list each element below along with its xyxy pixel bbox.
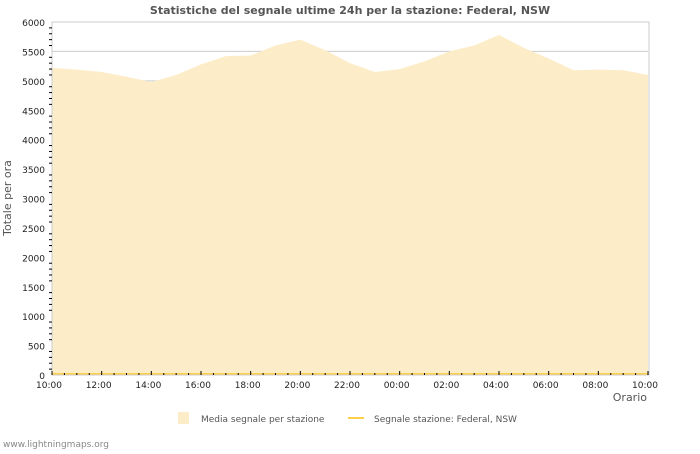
- x-tick-label: 06:00: [533, 381, 559, 391]
- x-tick-label: 08:00: [582, 381, 608, 391]
- y-tick-label: 500: [28, 343, 45, 353]
- x-tick-label: 12:00: [86, 381, 112, 391]
- y-tick-label: 1000: [22, 313, 45, 323]
- y-axis-label: Totale per ora: [1, 160, 14, 237]
- y-tick-label: 4500: [22, 107, 45, 117]
- chart-title: Statistiche del segnale ultime 24h per l…: [150, 4, 550, 17]
- y-tick-label: 5000: [22, 78, 45, 88]
- x-tick-label: 00:00: [384, 381, 410, 391]
- y-tick-label: 2500: [22, 225, 45, 235]
- y-tick-label: 1500: [22, 284, 45, 294]
- x-tick-label: 18:00: [235, 381, 261, 391]
- y-tick-label: 4000: [22, 137, 45, 147]
- legend-swatch-media: [178, 412, 189, 424]
- x-tick-label: 10:00: [632, 381, 658, 391]
- y-tick-label: 0: [39, 372, 45, 382]
- legend-label-media: Media segnale per stazione: [201, 415, 325, 425]
- y-tick-label: 6000: [22, 19, 45, 29]
- x-tick-label: 02:00: [433, 381, 459, 391]
- x-tick-label: 16:00: [185, 381, 211, 391]
- y-tick-label: 3000: [22, 196, 45, 206]
- y-tick-label: 3500: [22, 166, 45, 176]
- x-tick-label: 22:00: [334, 381, 360, 391]
- x-tick-label: 10:00: [36, 381, 62, 391]
- footer-link[interactable]: www.lightningmaps.org: [3, 440, 109, 450]
- x-tick-label: 14:00: [135, 381, 161, 391]
- legend-label-station: Segnale stazione: Federal, NSW: [374, 415, 517, 425]
- x-tick-label: 04:00: [483, 381, 509, 391]
- y-tick-label: 5500: [22, 48, 45, 58]
- series-area-media: [52, 34, 648, 376]
- y-tick-label: 2000: [22, 254, 45, 264]
- x-axis-label: Orario: [613, 391, 648, 404]
- x-tick-label: 20:00: [284, 381, 310, 391]
